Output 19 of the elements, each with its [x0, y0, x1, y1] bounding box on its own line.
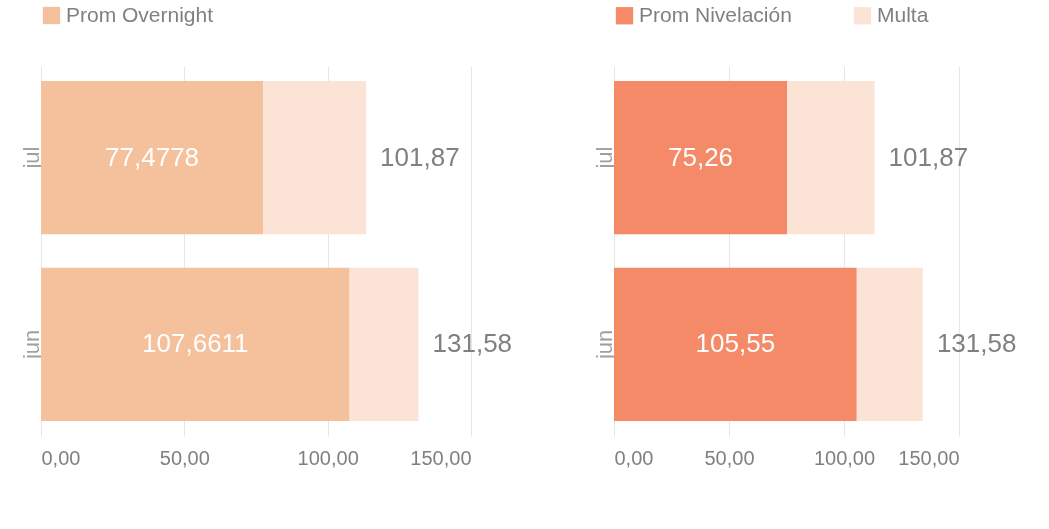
- data-label: 75,26: [668, 141, 734, 172]
- legend-label: Multa: [877, 2, 929, 26]
- annotation: 131,58: [936, 328, 1017, 359]
- data-label: 105,55: [695, 328, 776, 359]
- annotation: 101,87: [888, 141, 969, 172]
- legend-label: Prom Overnight: [66, 2, 214, 26]
- x-tick-label: 0,00: [614, 446, 654, 469]
- data-label: 107,6611: [142, 328, 249, 359]
- x-tick-label: 100,00: [297, 446, 359, 469]
- annotation: 131,58: [432, 328, 513, 359]
- x-tick-label: 150,00: [410, 446, 472, 469]
- x-tick-label: 100,00: [813, 446, 876, 469]
- x-tick-label: 50,00: [159, 446, 210, 469]
- legend-label: Prom Nivelación: [639, 2, 792, 26]
- x-tick-label: 150,00: [898, 446, 960, 469]
- annotation: 101,87: [380, 141, 460, 172]
- data-label: 77,4778: [105, 141, 200, 172]
- x-tick-label: 50,00: [704, 446, 755, 469]
- x-tick-label: 0,00: [41, 446, 81, 469]
